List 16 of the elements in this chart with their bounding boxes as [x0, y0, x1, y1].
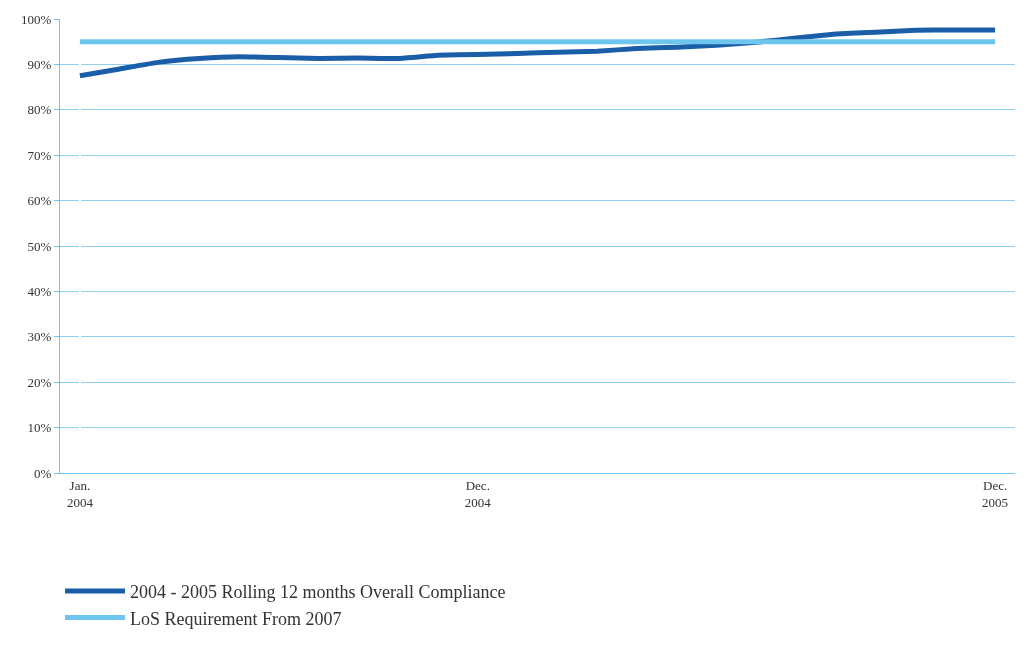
legend-label: LoS Requirement From 2007 [130, 608, 342, 629]
x-tick-label: Dec. 2005 [982, 477, 1009, 510]
y-tick-label: 50% [27, 238, 52, 254]
y-tick-label: 0% [34, 465, 52, 481]
y-tick-label: 80% [27, 102, 52, 118]
y-tick-label: 70% [27, 147, 52, 163]
y-tick-label: 20% [27, 374, 52, 390]
y-tick-label: 30% [27, 329, 52, 345]
y-tick-label: 40% [27, 283, 52, 299]
x-tick-label: Dec. 2004 [464, 477, 492, 510]
y-tick-label: 100% [21, 11, 52, 27]
y-tick-label: 60% [27, 193, 52, 209]
legend-label: 2004 - 2005 Rolling 12 months Overall Compliance [130, 582, 506, 603]
y-tick-label: 90% [27, 56, 52, 72]
y-tick-label: 10% [27, 420, 52, 436]
x-tick-label: Jan. 2004 [66, 477, 94, 510]
